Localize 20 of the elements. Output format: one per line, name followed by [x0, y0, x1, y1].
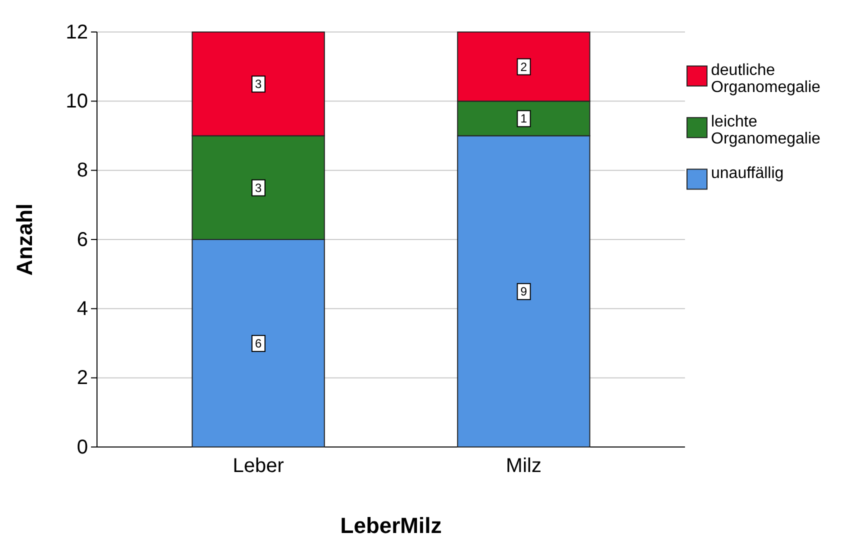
y-tick-label: 0 — [76, 436, 88, 458]
y-tick-label: 4 — [76, 298, 88, 320]
x-axis-title: LeberMilz — [340, 513, 442, 538]
y-axis-title: Anzahl — [12, 203, 37, 276]
legend-label: deutliche Organomegalie — [711, 62, 820, 96]
data-label: 3 — [254, 180, 262, 195]
y-tick-label: 6 — [76, 228, 88, 251]
data-label: 3 — [254, 77, 262, 92]
y-tick-label: 12 — [66, 21, 88, 44]
data-label: 6 — [254, 336, 262, 350]
legend-label: leichte Organomegalie — [711, 114, 820, 148]
data-label: 9 — [520, 284, 528, 299]
x-tick-label: Milz — [506, 455, 542, 477]
legend-label: unauffällig — [711, 165, 784, 182]
data-label: 2 — [520, 60, 528, 74]
y-tick-label: 10 — [66, 90, 88, 113]
x-tick-label: Leber — [232, 455, 284, 477]
y-tick-label: 8 — [76, 160, 88, 182]
y-tick-label: 2 — [76, 367, 88, 390]
data-label: 1 — [520, 112, 528, 126]
